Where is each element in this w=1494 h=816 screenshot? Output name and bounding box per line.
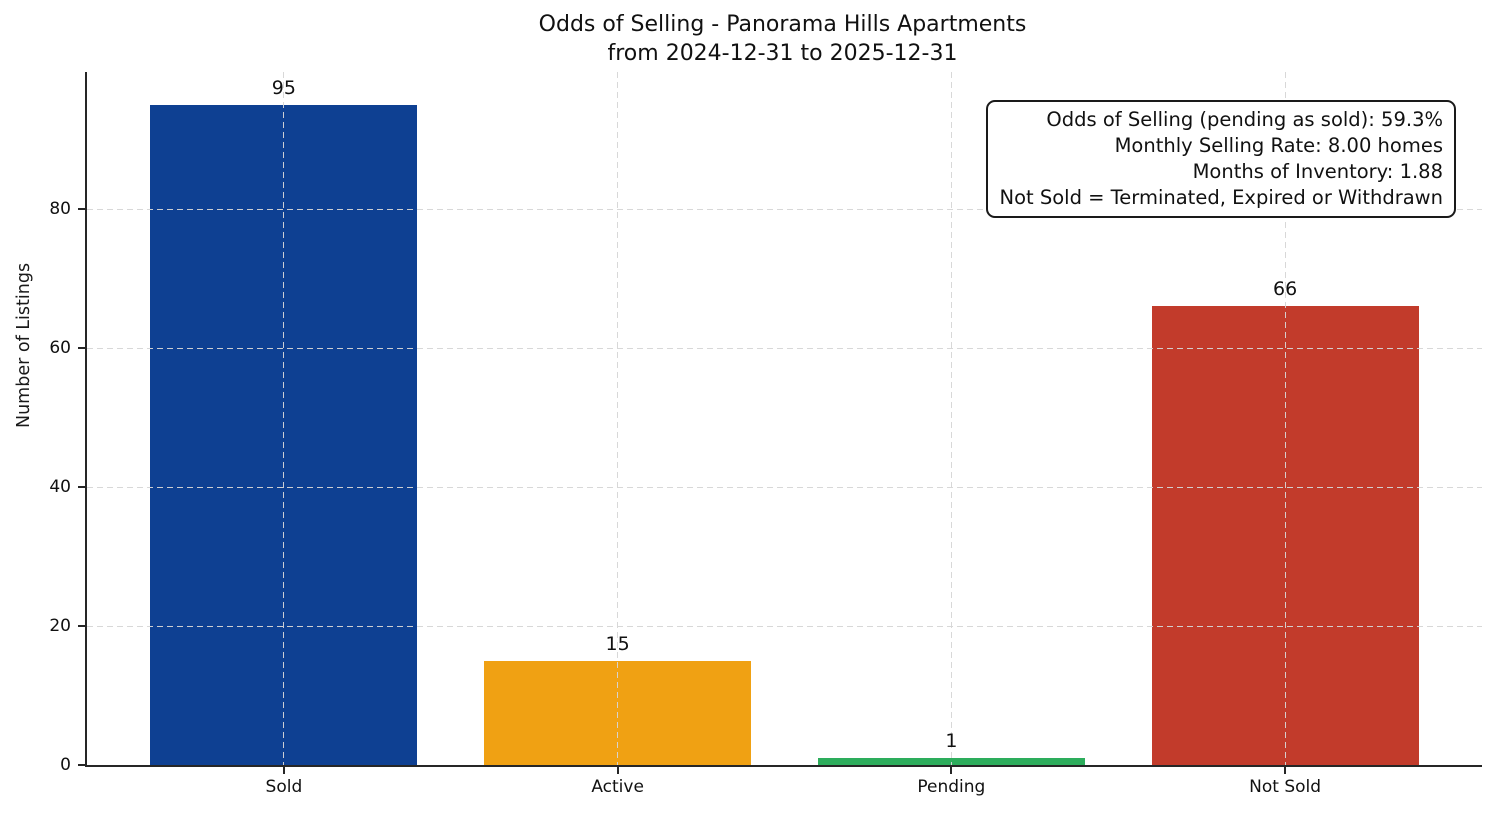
plot-area: 0 20 40 60 80 95 Sold 15 Active 1 Pending 66 Not Sol… (49, 72, 1482, 797)
x-tick-mark (1284, 767, 1287, 774)
annotation-not-sold-definition: Not Sold = Terminated, Expired or Withdr… (999, 186, 1443, 209)
annotation-odds-of-selling: Odds of Selling (pending as sold): 59.3% (1046, 108, 1443, 131)
x-tick-label: Sold (265, 777, 303, 797)
annotation-months-of-inventory: Months of Inventory: 1.88 (1192, 160, 1443, 183)
y-tick-label: 80 (49, 199, 71, 220)
annotation-monthly-selling-rate: Monthly Selling Rate: 8.00 homes (1114, 134, 1443, 157)
bar-sold (150, 105, 418, 765)
y-tick-mark (78, 486, 85, 489)
bar-value-label: 95 (271, 77, 296, 99)
bar-not-sold (1151, 306, 1419, 765)
chart-title: Odds of Selling - Panorama Hills Apartme… (85, 10, 1480, 68)
x-tick-mark (282, 767, 285, 774)
gridline-vertical (950, 72, 952, 765)
y-tick-label: 20 (49, 616, 71, 637)
bar-value-label: 66 (1273, 278, 1298, 301)
y-tick-mark (78, 764, 85, 766)
x-tick-mark (616, 767, 619, 774)
x-tick-label: Active (591, 777, 644, 797)
bar-value-label: 15 (605, 632, 630, 655)
y-tick-mark (78, 625, 85, 628)
bar-value-label: 1 (945, 730, 958, 753)
y-tick-label: 60 (49, 338, 71, 359)
bar-active (484, 660, 752, 765)
y-tick-mark (78, 347, 85, 350)
y-tick-label: 0 (60, 755, 71, 775)
y-tick-mark (78, 208, 85, 211)
bar-pending (817, 758, 1085, 765)
chart-title-line1: Odds of Selling - Panorama Hills Apartme… (538, 12, 1027, 37)
x-tick-label: Not Sold (1249, 777, 1322, 797)
y-tick-label: 40 (49, 477, 71, 498)
annotation-box: Odds of Selling (pending as sold): 59.3%… (986, 100, 1456, 218)
x-tick-label: Pending (917, 777, 986, 797)
x-tick-mark (950, 767, 953, 774)
chart-title-line2: from 2024-12-31 to 2025-12-31 (607, 41, 958, 66)
